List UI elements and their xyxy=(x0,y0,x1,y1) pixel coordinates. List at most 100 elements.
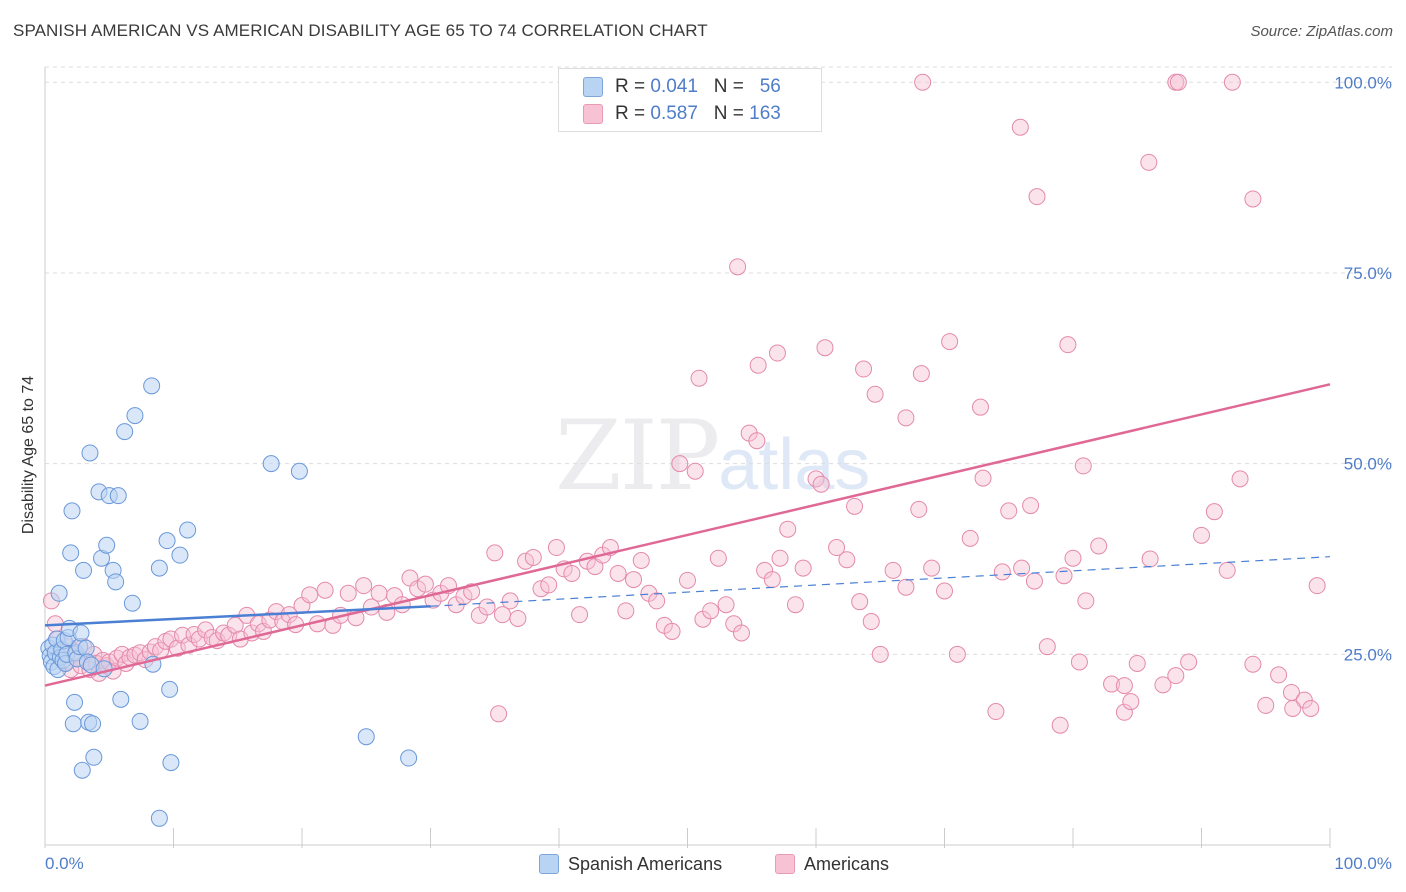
americans-point xyxy=(1140,153,1158,171)
legend-r-value: 0.587 xyxy=(650,103,698,124)
americans-point xyxy=(729,258,747,276)
stats-legend: R = 0.041 N = 56 R = 0.587 N = 163 xyxy=(558,68,822,132)
americans-point xyxy=(838,551,856,569)
americans-point xyxy=(768,344,786,362)
americans-point xyxy=(1244,655,1262,673)
spanish-americans-point xyxy=(262,455,280,473)
americans-point xyxy=(1025,572,1043,590)
americans-point xyxy=(1038,638,1056,656)
americans-point xyxy=(855,360,873,378)
legend-n-label: N = xyxy=(713,103,744,124)
americans-point xyxy=(1022,497,1040,515)
legend-r-label: R = xyxy=(615,76,646,97)
series-americans-points xyxy=(42,73,1326,734)
spanish-americans-point xyxy=(161,680,179,698)
americans-point xyxy=(1231,470,1249,488)
americans-point xyxy=(180,636,198,654)
americans-point xyxy=(1028,188,1046,206)
americans-point xyxy=(1154,676,1172,694)
americans-point xyxy=(571,606,589,624)
americans-point xyxy=(1122,693,1140,711)
americans-point xyxy=(1169,73,1187,91)
spanish-americans-point xyxy=(75,561,93,579)
americans-point xyxy=(1223,73,1241,91)
americans-point xyxy=(339,584,357,602)
spanish-americans-point xyxy=(84,715,102,733)
americans-point xyxy=(267,603,285,621)
americans-point xyxy=(301,586,319,604)
x-tick-label: 0.0% xyxy=(45,854,84,873)
americans-point xyxy=(416,575,434,593)
americans-point xyxy=(971,398,989,416)
spanish-americans-point xyxy=(126,407,144,425)
axes xyxy=(44,67,1331,848)
americans-point xyxy=(897,409,915,427)
y-tick-label: 50.0% xyxy=(1344,455,1392,474)
americans-point xyxy=(1308,577,1326,595)
americans-point xyxy=(679,571,696,589)
americans-trend-line xyxy=(44,383,1331,687)
legend-swatch-blue xyxy=(583,77,603,97)
americans-point xyxy=(1074,457,1092,475)
spanish-americans-point xyxy=(50,584,68,602)
americans-point xyxy=(862,613,880,631)
americans-point xyxy=(816,339,834,357)
americans-point xyxy=(897,578,915,596)
americans-point xyxy=(1257,696,1275,714)
americans-point xyxy=(749,356,767,374)
spanish-americans-point xyxy=(357,728,375,746)
bottom-legend-swatch-blue xyxy=(539,854,559,874)
americans-point xyxy=(540,576,558,594)
americans-point xyxy=(884,561,902,579)
americans-point xyxy=(316,581,334,599)
americans-point xyxy=(812,475,830,493)
spanish-americans-point xyxy=(95,660,113,678)
spanish-americans-point xyxy=(123,594,141,612)
americans-point xyxy=(1055,567,1073,585)
americans-point xyxy=(794,559,812,577)
americans-point xyxy=(1302,699,1320,717)
spanish-americans-point xyxy=(62,544,80,562)
spanish-americans-point xyxy=(171,546,189,564)
americans-point xyxy=(355,577,373,595)
americans-point xyxy=(1051,716,1069,734)
chart-title: SPANISH AMERICAN VS AMERICAN DISABILITY … xyxy=(13,21,708,40)
legend-r-label: R = xyxy=(615,103,646,124)
y-tick-label: 75.0% xyxy=(1344,264,1392,283)
spanish-americans-point xyxy=(107,573,125,591)
legend-n-label: N = xyxy=(713,76,744,97)
americans-point xyxy=(779,520,797,538)
spanish-americans-point xyxy=(150,559,168,577)
spanish-americans-point xyxy=(143,377,161,395)
trend-lines xyxy=(44,383,1331,687)
spanish-americans-trend-extension xyxy=(430,556,1331,607)
americans-point xyxy=(828,539,846,557)
legend-r-value: 0.041 xyxy=(650,76,698,97)
spanish-americans-point xyxy=(109,487,127,505)
americans-point xyxy=(771,549,789,567)
watermark-zip: ZIP xyxy=(555,400,720,512)
spanish-americans-point xyxy=(179,521,197,539)
americans-point xyxy=(1090,537,1108,555)
americans-point xyxy=(1270,666,1288,684)
spanish-americans-point xyxy=(73,761,91,779)
bottom-legend-spanish-americans: Spanish Americans xyxy=(539,852,722,876)
americans-point xyxy=(1295,691,1313,709)
americans-point xyxy=(936,582,953,600)
americans-point xyxy=(993,563,1011,581)
americans-point xyxy=(517,552,535,570)
americans-point xyxy=(486,544,504,562)
americans-point xyxy=(686,462,704,480)
americans-point xyxy=(547,539,565,557)
americans-point xyxy=(1064,549,1082,567)
americans-point xyxy=(190,630,208,648)
americans-point xyxy=(1244,190,1262,208)
americans-point xyxy=(732,624,750,642)
source-label: Source: ZipAtlas.com xyxy=(1250,23,1393,40)
americans-point xyxy=(1128,654,1146,672)
americans-point xyxy=(748,432,766,450)
y-tick-label: 25.0% xyxy=(1344,645,1392,664)
legend-n-value: 163 xyxy=(749,103,781,124)
americans-point xyxy=(948,645,966,663)
bottom-legend-label: Americans xyxy=(804,853,890,874)
